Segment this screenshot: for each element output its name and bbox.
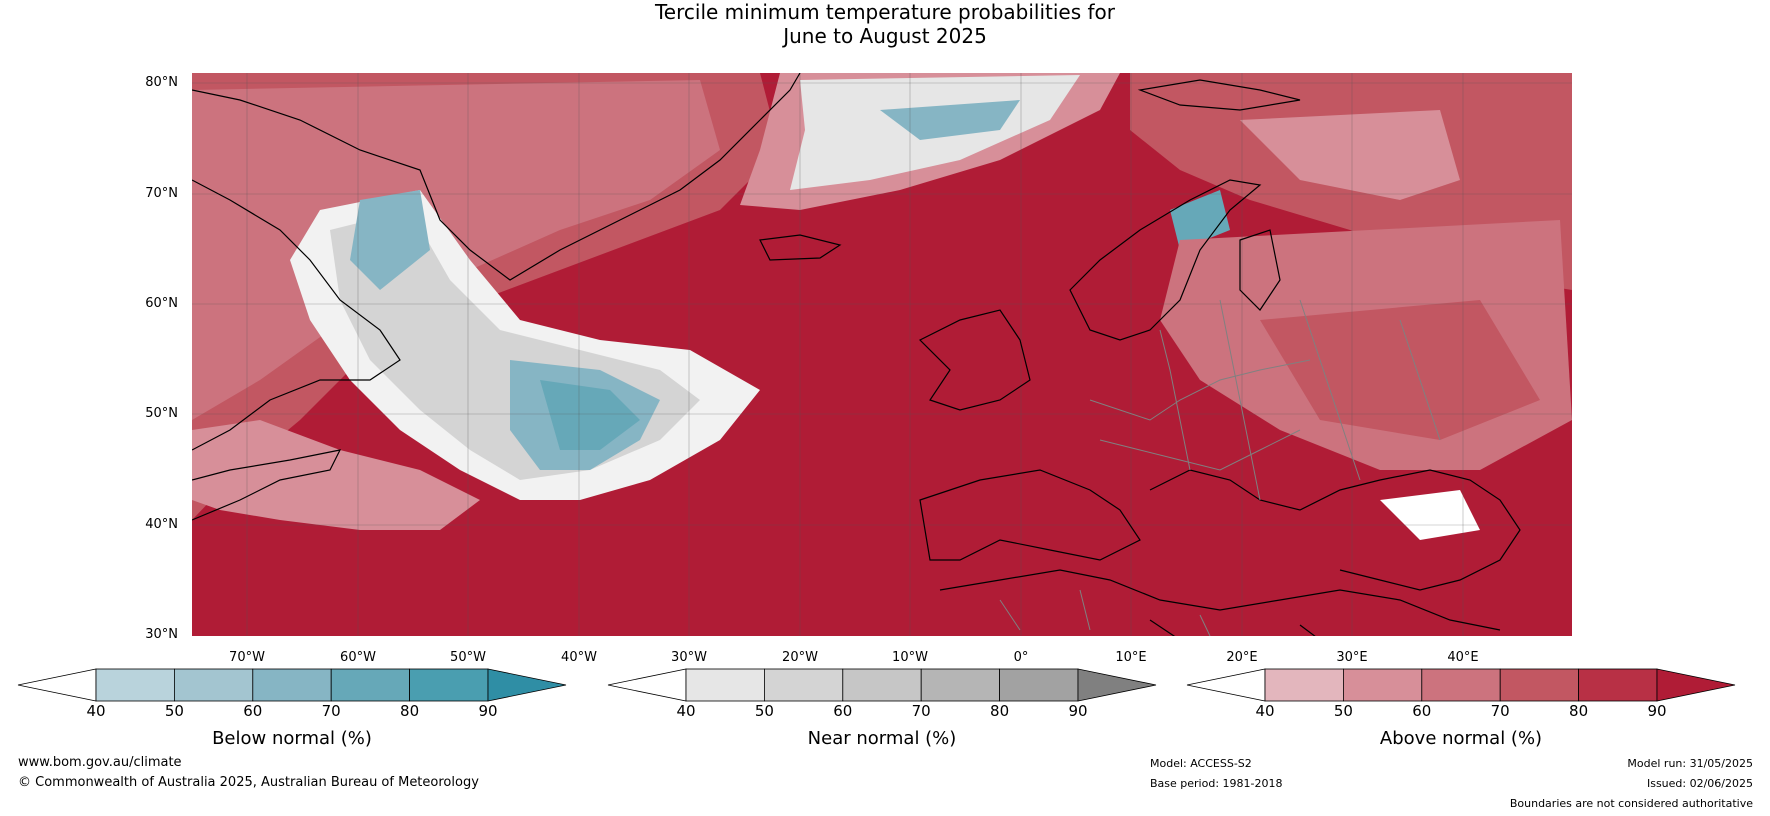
colorbar-extend-high <box>487 668 567 702</box>
colorbar-below-normal <box>17 668 567 702</box>
website-text: www.bom.gov.au/climate <box>18 755 182 770</box>
lon-label-30e: 30°E <box>1336 650 1368 665</box>
colorbar-tick-label: 90 <box>478 702 498 720</box>
colorbar-segment <box>173 668 254 702</box>
region-north-below <box>880 100 1020 140</box>
region-baffin-below <box>350 190 430 290</box>
country-borders <box>999 299 1441 636</box>
region-caspian-white <box>1380 490 1480 540</box>
colorbar-extend-low <box>17 668 97 702</box>
chart-title: Tercile minimum temperature probabilitie… <box>0 0 1770 48</box>
colorbar-segment <box>1578 668 1658 702</box>
coastlines <box>192 73 1521 636</box>
colorbar-segment <box>920 668 1001 702</box>
model-text: Model: ACCESS-S2 <box>1150 757 1252 770</box>
lon-label-30w: 30°W <box>671 650 707 665</box>
colorbar-tick-label: 40 <box>676 702 696 720</box>
colorbar-title-below: Below normal (%) <box>212 728 372 749</box>
lon-label-0: 0° <box>1013 650 1029 665</box>
colorbar-segment <box>1421 668 1501 702</box>
colorbar-above-normal <box>1186 668 1736 702</box>
base-period-text: Base period: 1981-2018 <box>1150 777 1283 790</box>
colorbar-title-near: Near normal (%) <box>807 728 957 749</box>
model-run-text: Model run: 31/05/2025 <box>1627 757 1753 770</box>
colorbar-segment <box>95 668 175 702</box>
colorbar-segment <box>409 668 489 702</box>
colorbar-extend-low <box>607 668 687 702</box>
map-gridlines <box>192 73 1572 636</box>
lon-label-60w: 60°W <box>340 650 376 665</box>
lon-label-10w: 10°W <box>892 650 928 665</box>
colorbar-tick-label: 90 <box>1068 702 1088 720</box>
colorbar-segment <box>685 668 765 702</box>
colorbar-segment <box>999 668 1079 702</box>
lon-label-40e: 40°E <box>1447 650 1479 665</box>
colorbar-segment <box>252 668 332 702</box>
colorbar-tick-label: 40 <box>1255 702 1275 720</box>
colorbar-extend-low <box>1186 668 1266 702</box>
colorbar-tick-label: 40 <box>86 702 106 720</box>
region-below-normal-2 <box>540 380 640 450</box>
colorbar-near-normal <box>607 668 1157 702</box>
colorbar-tick-label: 50 <box>1333 702 1353 720</box>
colorbar-tick-label: 50 <box>754 702 774 720</box>
colorbar-tick-label: 70 <box>1490 702 1510 720</box>
colorbar-tick-label: 70 <box>911 702 931 720</box>
lon-label-20w: 20°W <box>782 650 818 665</box>
colorbar-segment <box>1264 668 1344 702</box>
colorbar-tick-label: 80 <box>1569 702 1589 720</box>
title-line-2: June to August 2025 <box>783 24 987 48</box>
colorbar-tick-label: 60 <box>243 702 263 720</box>
colorbar-tick-label: 80 <box>400 702 420 720</box>
region-barents-pink <box>1240 110 1460 200</box>
lat-label-30n: 30°N <box>145 627 178 642</box>
colorbar-segment <box>1499 668 1579 702</box>
colorbar-extend-high <box>1656 668 1736 702</box>
lon-label-10e: 10°E <box>1115 650 1147 665</box>
colorbar-segment <box>1343 668 1423 702</box>
lon-label-50w: 50°W <box>450 650 486 665</box>
colorbar-tick-label: 70 <box>321 702 341 720</box>
colorbar-tick-label: 60 <box>833 702 853 720</box>
colorbar-tick-label: 80 <box>990 702 1010 720</box>
copyright-text: © Commonwealth of Australia 2025, Austra… <box>18 775 479 790</box>
lon-label-70w: 70°W <box>229 650 265 665</box>
colorbar-segment <box>764 668 844 702</box>
lat-label-60n: 60°N <box>145 296 178 311</box>
title-line-1: Tercile minimum temperature probabilitie… <box>654 0 1116 24</box>
colorbar-segment <box>330 668 411 702</box>
colorbar-title-above: Above normal (%) <box>1379 728 1543 749</box>
lat-label-50n: 50°N <box>145 406 178 421</box>
colorbar-tick-label: 60 <box>1412 702 1432 720</box>
colorbar-tick-label: 50 <box>164 702 184 720</box>
colorbar-extend-high <box>1077 668 1157 702</box>
lon-label-40w: 40°W <box>561 650 597 665</box>
lat-label-70n: 70°N <box>145 186 178 201</box>
lat-label-80n: 80°N <box>145 75 178 90</box>
disclaimer-text: Boundaries are not considered authoritat… <box>1509 797 1753 810</box>
issued-text: Issued: 02/06/2025 <box>1646 777 1753 790</box>
region-russia-red <box>1260 300 1540 440</box>
lon-label-20e: 20°E <box>1226 650 1258 665</box>
lat-label-40n: 40°N <box>145 517 178 532</box>
region-canada-pink <box>192 420 480 530</box>
region-norway-below <box>1170 190 1230 250</box>
colorbar-tick-label: 90 <box>1647 702 1667 720</box>
colorbar-segment <box>842 668 922 702</box>
